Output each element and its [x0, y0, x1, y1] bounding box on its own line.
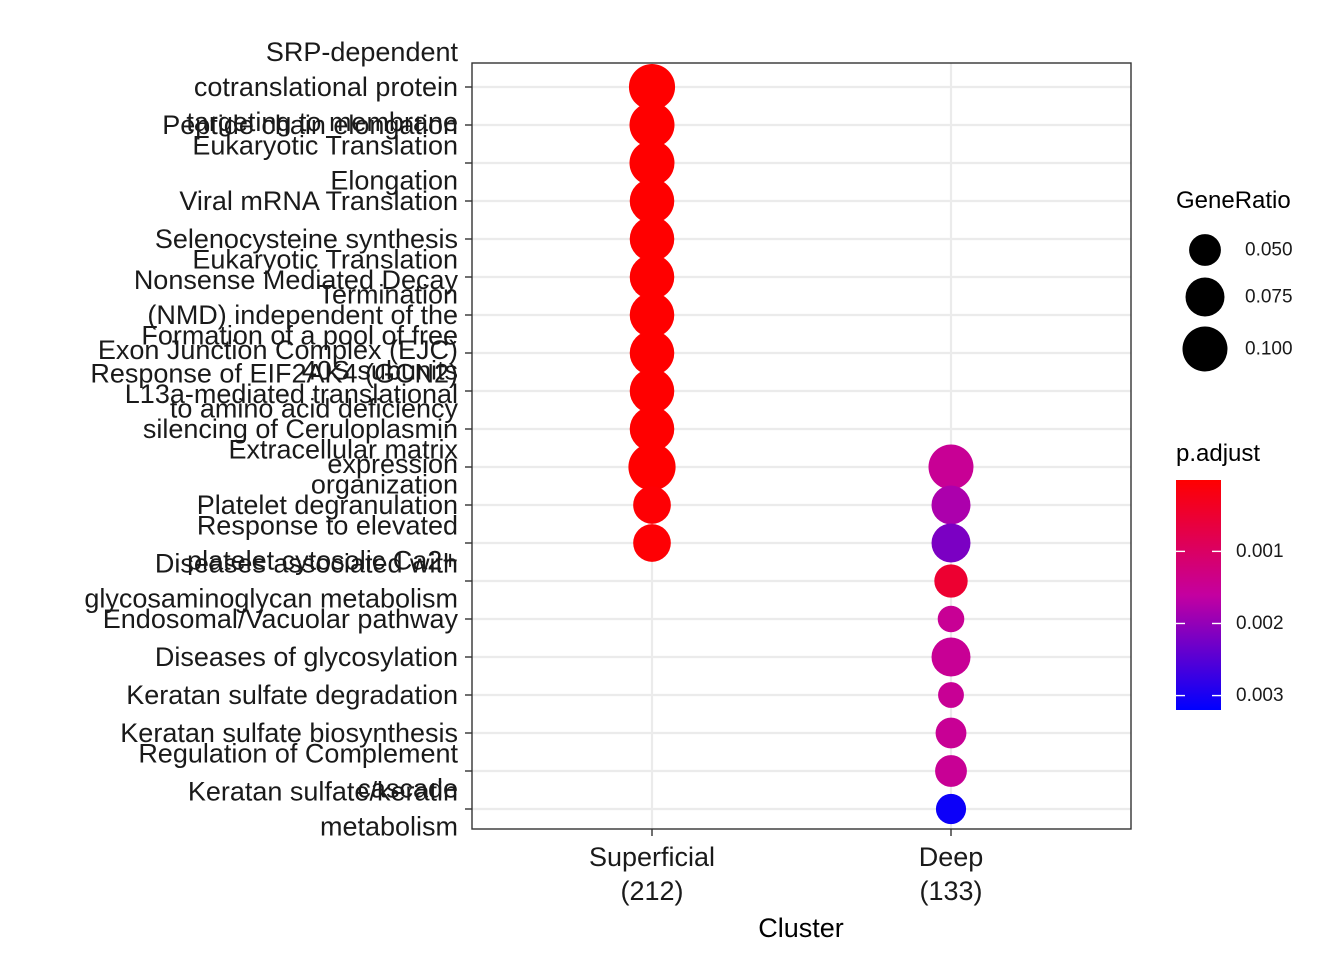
data-point: [931, 637, 971, 677]
size-legend-label: 0.050: [1245, 240, 1293, 261]
color-legend-title: p.adjust: [1176, 440, 1260, 467]
data-point: [629, 178, 675, 224]
size-legend-label: 0.075: [1245, 287, 1293, 308]
data-point: [629, 292, 675, 338]
data-point: [629, 216, 675, 262]
y-tick-label: Regulation of Complement cascade: [138, 739, 458, 804]
y-tick-label: Peptide chain elongation: [162, 110, 458, 140]
data-point: [935, 793, 967, 825]
x-tick-label: Superficial (212): [589, 842, 715, 906]
size-legend-key: [1189, 234, 1221, 266]
data-point: [928, 444, 974, 490]
color-legend-label: 0.001: [1236, 541, 1284, 562]
data-point: [934, 564, 968, 598]
y-tick-label: SRP-dependent cotranslational protein targ…: [186, 37, 458, 137]
data-point: [629, 102, 675, 148]
y-tick-label: Selenocysteine synthesis: [155, 224, 458, 254]
x-tick-label: Deep (133): [919, 842, 984, 906]
panel-background: [472, 63, 1131, 829]
color-legend-label: 0.003: [1236, 685, 1284, 706]
y-tick-label: Response of EIF2AK4 (GCN2) to amino acid …: [90, 359, 458, 424]
y-tick-label: L13a-mediated translational silencing of …: [125, 379, 458, 479]
size-legend: GeneRatio 0.050 0.075 0.100: [1176, 187, 1293, 372]
size-legend-label: 0.100: [1245, 339, 1293, 360]
y-tick-label: Keratan sulfate/keratin metabolism: [188, 777, 458, 842]
y-tick-label: Keratan sulfate degradation: [126, 680, 458, 710]
data-point: [633, 524, 671, 562]
color-legend-label: 0.002: [1236, 613, 1284, 634]
data-point: [629, 330, 675, 376]
panel-border: [471, 62, 1132, 830]
y-tick-label: Keratan sulfate biosynthesis: [120, 718, 458, 748]
color-bar: [1176, 480, 1221, 710]
y-tick-label: Extracellular matrix organization: [228, 435, 458, 500]
data-point: [935, 717, 967, 749]
data-point: [931, 485, 971, 525]
x-axis: Superficial (212) Deep (133): [589, 829, 983, 906]
data-point: [629, 140, 675, 186]
data-point: [628, 63, 676, 111]
y-tick-label: Eukaryotic Translation Elongation: [192, 131, 458, 196]
data-point: [938, 682, 964, 708]
y-tick-label: Platelet degranulation: [197, 490, 458, 520]
data-point: [629, 406, 675, 452]
y-tick-label: Nonsense Mediated Decay (NMD) independent…: [98, 265, 459, 365]
data-point: [629, 368, 675, 414]
plot-panel: [471, 62, 1132, 830]
y-tick-label: Diseases of glycosylation: [155, 642, 458, 672]
data-point: [628, 443, 676, 491]
y-tick-label: Viral mRNA Translation: [179, 186, 458, 216]
size-legend-key: [1182, 326, 1228, 372]
color-legend: p.adjust 0.001 0.002 0.003: [1176, 440, 1284, 710]
data-point: [629, 254, 675, 300]
data-point: [633, 486, 671, 524]
y-tick-label: Response to elevated platelet cytosolic C…: [187, 511, 458, 576]
y-tick-label: Endosomal/Vacuolar pathway: [103, 604, 459, 634]
data-point: [937, 605, 965, 633]
size-legend-title: GeneRatio: [1176, 187, 1291, 214]
data-point: [931, 523, 971, 563]
y-tick-label: Formation of a pool of free 40S subunits: [141, 321, 458, 386]
data-point: [935, 755, 967, 787]
y-axis: SRP-dependent cotranslational protein targ…: [84, 37, 472, 842]
y-tick-label: Eukaryotic Translation Termination: [192, 245, 458, 310]
y-tick-label: Diseases associated with glycosaminoglyca…: [84, 549, 458, 614]
x-axis-title: Cluster: [758, 913, 844, 943]
size-legend-key: [1185, 277, 1225, 317]
